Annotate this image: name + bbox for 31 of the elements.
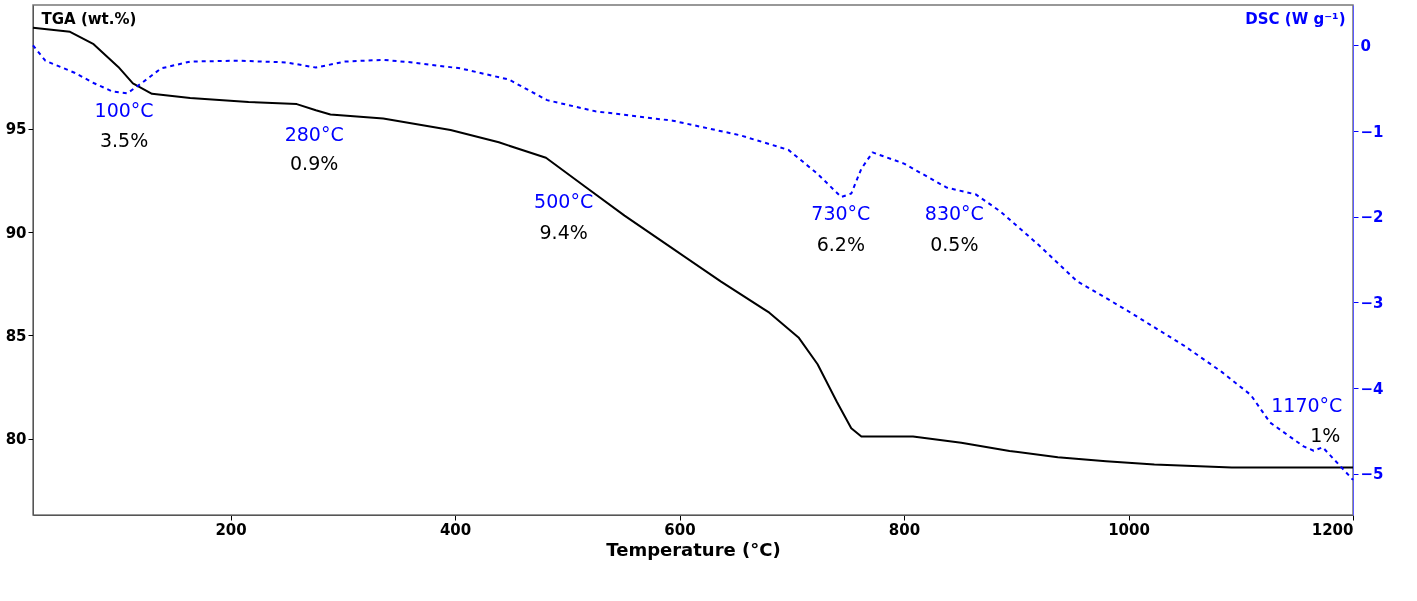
- y-tick-label: 90: [5, 223, 27, 242]
- y-tick-label: 85: [5, 326, 27, 345]
- annotation: 100°C: [94, 99, 154, 122]
- annotation: 500°C: [534, 189, 594, 212]
- annotation: 0.9%: [290, 151, 339, 174]
- x-tick-label: 400: [439, 520, 472, 539]
- annotation: 730°C: [811, 201, 871, 224]
- y-tick-label: 95: [5, 120, 27, 139]
- y2-tick-label: −1: [1360, 122, 1384, 141]
- x-tick-label: 1000: [1108, 520, 1150, 539]
- annotation: 3.5%: [99, 128, 149, 151]
- x-tick-label: 600: [664, 520, 696, 539]
- annotation: 280°C: [284, 123, 344, 146]
- x-tick-label: 800: [888, 520, 921, 539]
- x-axis-title: Temperature (°C): [606, 538, 781, 560]
- annotation: 1170°C: [1271, 393, 1343, 416]
- y2-tick-label: 0: [1360, 36, 1371, 55]
- y2-tick-label: −3: [1360, 293, 1384, 312]
- annotation: 9.4%: [539, 220, 588, 243]
- y2-tick-label: −4: [1360, 379, 1384, 398]
- x-tick-label: 200: [215, 520, 247, 539]
- y-tick-label: 80: [5, 430, 27, 449]
- annotation: 1%: [1310, 424, 1341, 447]
- y-axis-title: TGA (wt.%): [41, 9, 137, 28]
- y2-tick-label: −5: [1360, 465, 1384, 484]
- annotation: 0.5%: [930, 233, 979, 256]
- y2-axis-title: DSC (W g⁻¹): [1245, 9, 1346, 28]
- annotation: 6.2%: [816, 233, 865, 256]
- y2-tick-label: −2: [1360, 208, 1384, 227]
- annotation: 830°C: [924, 201, 984, 224]
- x-tick-label: 1200: [1311, 520, 1354, 539]
